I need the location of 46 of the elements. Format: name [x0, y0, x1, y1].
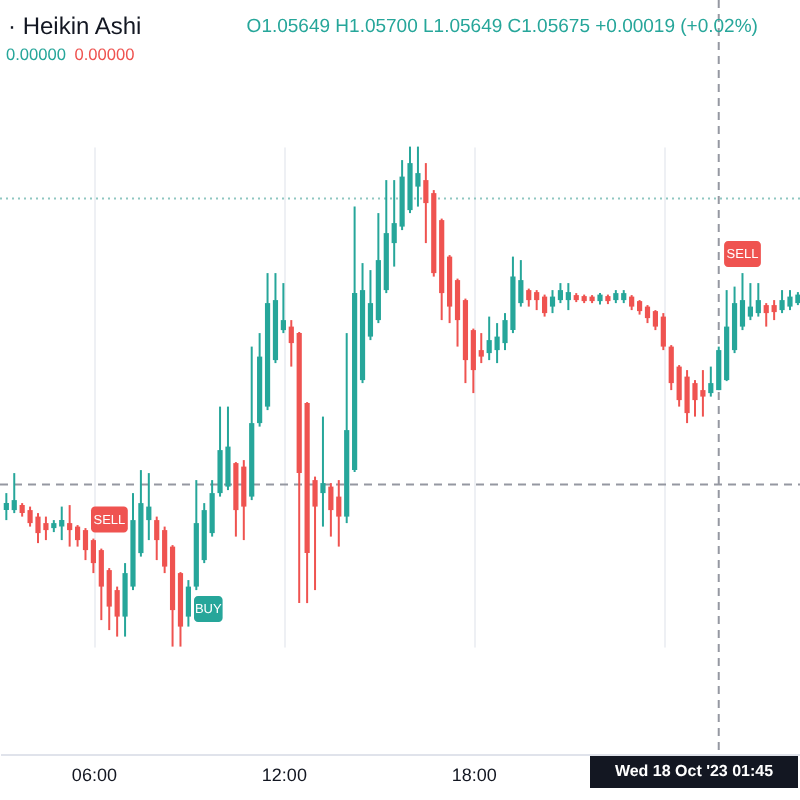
- x-tick-label: 12:00: [261, 765, 307, 785]
- x-tick-label: 06:00: [71, 765, 117, 785]
- candlestick: [74, 524, 81, 548]
- candlestick: [771, 299, 777, 322]
- candlestick: [320, 415, 326, 528]
- candlestick: [747, 282, 753, 322]
- candlestick: [67, 504, 73, 548]
- candlestick: [541, 293, 548, 318]
- candlestick: [700, 369, 706, 418]
- candlestick: [692, 379, 698, 418]
- candlestick: [11, 472, 17, 515]
- candlestick: [233, 461, 239, 538]
- candlestick: [787, 289, 793, 312]
- candlestick: [534, 289, 540, 312]
- candlestick: [35, 512, 41, 545]
- candlestick: [82, 527, 89, 562]
- text: O1.05649 H1.05700 L1.05649 C1.05675 +0.00019 (+0.02%): [246, 16, 758, 38]
- text: 0.00000: [74, 44, 136, 64]
- candlestick: [660, 312, 666, 352]
- candlestick: [59, 505, 65, 542]
- candlestick: [217, 405, 223, 498]
- chart-title: · Heikin Ashi: [8, 12, 142, 40]
- candlestick: [241, 459, 247, 542]
- candlestick: [415, 145, 421, 208]
- candlestick: [225, 405, 231, 492]
- x-tick-label: 18:00: [451, 765, 497, 785]
- candlestick: [154, 515, 160, 562]
- candlestick: [328, 482, 334, 538]
- candlestick: [336, 479, 342, 548]
- text: 0.00000: [6, 44, 67, 64]
- candlestick: [27, 505, 33, 528]
- candlestick: [486, 315, 492, 362]
- candlestick: [755, 282, 761, 318]
- candlestick: [684, 369, 690, 425]
- candlestick: [557, 282, 564, 305]
- candlestick: [779, 289, 785, 315]
- candlestick: [478, 332, 484, 365]
- candlestick: [3, 492, 9, 522]
- candlestick: [549, 289, 556, 315]
- candlestick: [43, 515, 49, 542]
- candlestick: [98, 547, 104, 622]
- ref-line-label: Wed 18 Oct '23 01:45: [614, 762, 775, 780]
- candlestick: [565, 282, 571, 312]
- candlestick: [668, 344, 674, 392]
- candlestick: [494, 322, 500, 365]
- candlestick: [763, 302, 769, 328]
